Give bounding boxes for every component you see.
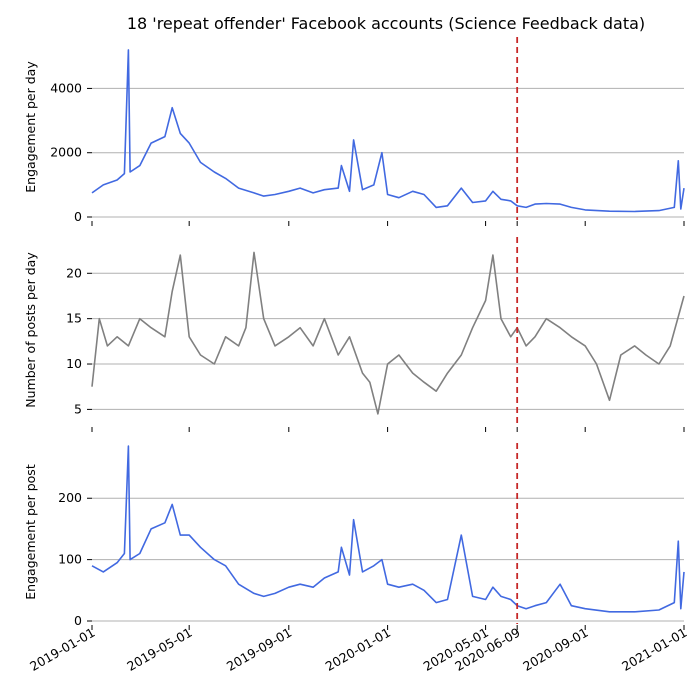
y-axis-label: Engagement per day — [23, 61, 38, 193]
x-tick-label: 2020-01-01 — [323, 625, 393, 674]
y-tick-label: 100 — [58, 552, 82, 567]
x-tick-label: 2019-09-01 — [224, 625, 294, 674]
x-tick-label: 2021-01-01 — [619, 625, 689, 674]
y-tick-label: 2000 — [50, 145, 82, 160]
y-tick-label: 0 — [74, 209, 82, 224]
y-tick-label: 5 — [74, 401, 82, 416]
series-line — [91, 49, 685, 213]
series-line — [91, 251, 685, 415]
y-axis-label: Number of posts per day — [23, 252, 38, 408]
x-tick-label: 2019-05-01 — [124, 625, 194, 674]
series-line — [91, 445, 685, 613]
panel-3: 0 100 200 Engagement per post — [23, 443, 685, 630]
y-tick-label: 15 — [66, 311, 82, 326]
y-tick-label: 10 — [66, 356, 82, 371]
x-tick-label: 2020-09-01 — [520, 625, 590, 674]
x-tick-label: 2019-01-01 — [27, 625, 97, 674]
chart-title: 18 'repeat offender' Facebook accounts (… — [127, 14, 645, 33]
y-tick-label: 20 — [66, 265, 82, 280]
y-axis-label: Engagement per post — [23, 464, 38, 600]
panel-1: 0 2000 4000 Engagement per day — [23, 37, 685, 226]
y-tick-label: 4000 — [50, 80, 82, 95]
panel-2: 5 10 15 20 Number of posts per day — [23, 237, 685, 432]
y-tick-label: 200 — [58, 490, 82, 505]
y-tick-label: 0 — [74, 613, 82, 628]
